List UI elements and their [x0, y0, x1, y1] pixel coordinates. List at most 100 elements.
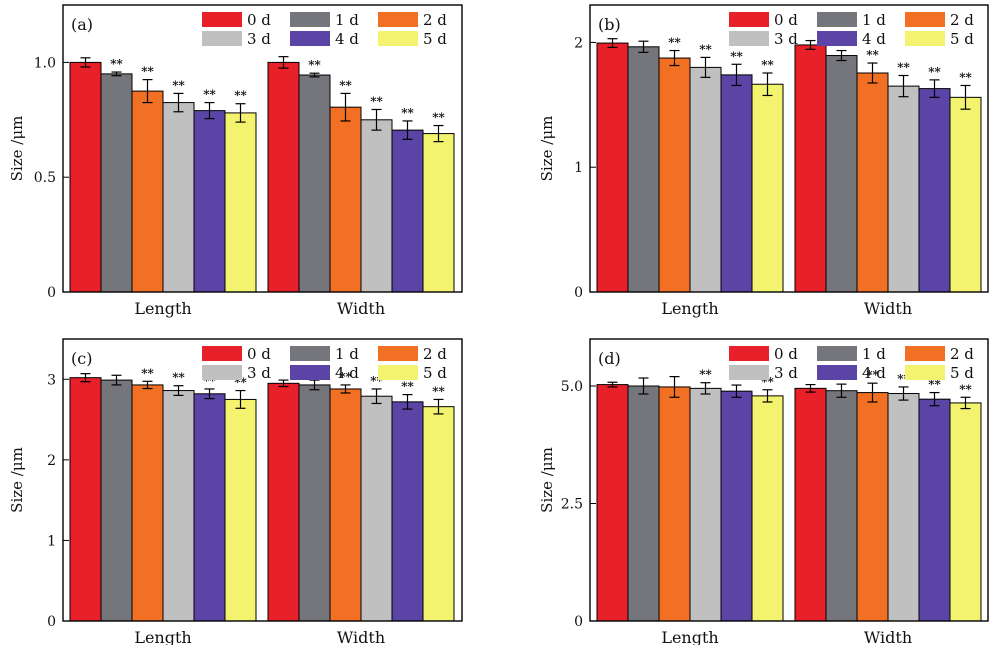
- plot-frame: [62, 4, 463, 293]
- significance-marker: **: [172, 78, 185, 92]
- legend-item-3d: 3 d: [729, 30, 798, 48]
- bar-width-3d: [360, 395, 393, 622]
- bar-length-0d: [69, 377, 102, 622]
- x-category-label-width: Width: [864, 299, 912, 318]
- significance-marker: **: [234, 89, 247, 103]
- significance-marker: **: [308, 58, 321, 72]
- legend-swatch: [290, 12, 330, 27]
- y-tick-label: 1: [574, 160, 583, 176]
- panel-label: (a): [71, 15, 93, 34]
- error-bar: [731, 63, 742, 87]
- significance-marker: **: [370, 94, 383, 108]
- x-category-label-width: Width: [337, 299, 385, 318]
- error-bar: [111, 374, 122, 386]
- legend-item-4d: 4 d: [817, 30, 886, 48]
- y-axis-title: Size /μm: [8, 116, 26, 182]
- legend-swatch: [290, 31, 330, 46]
- plot-frame: [589, 4, 989, 293]
- error-bar: [80, 373, 91, 383]
- bar-length-5d: [751, 395, 784, 622]
- y-tick-label: 2: [47, 453, 56, 469]
- error-bar: [173, 92, 184, 113]
- legend-item-0d: 0 d: [729, 345, 798, 363]
- error-bar: [700, 56, 711, 78]
- legend-label: 3 d: [774, 30, 798, 48]
- x-category-label-width: Width: [337, 628, 385, 645]
- legend-label: 4 d: [862, 30, 886, 48]
- bar-length-5d: [224, 398, 257, 622]
- bar-length-0d: [596, 42, 629, 293]
- bar-width-5d: [949, 96, 982, 293]
- legend-item-0d: 0 d: [202, 345, 271, 363]
- significance-marker: **: [699, 42, 712, 56]
- legend: 0 d 1 d 2 d 3 d 4 d 5 d: [202, 345, 447, 382]
- error-bar: [204, 388, 215, 400]
- error-bar: [235, 103, 246, 123]
- significance-marker: **: [668, 36, 681, 50]
- bar-length-3d: [162, 390, 195, 622]
- bar-width-3d: [887, 393, 920, 622]
- error-bar: [309, 72, 320, 78]
- significance-marker: **: [897, 61, 910, 75]
- legend-label: 2 d: [423, 345, 447, 363]
- error-bar: [960, 396, 971, 410]
- bar-width-1d: [298, 74, 331, 293]
- y-axis-title: Size /μm: [8, 447, 26, 513]
- error-bar: [731, 384, 742, 398]
- bar-width-2d: [856, 392, 889, 622]
- panel-label: (c): [71, 349, 92, 368]
- legend-item-1d: 1 d: [817, 345, 886, 363]
- chart-panel-1: ** ** ** ** ** ** ** ** ** ** 0 0.5 1.0 Size /μm Lengt…: [8, 4, 463, 318]
- significance-marker: **: [928, 378, 941, 392]
- legend-swatch: [729, 31, 769, 46]
- legend-label: 1 d: [862, 11, 886, 29]
- bar-width-0d: [267, 61, 300, 293]
- panel-label: (d): [598, 349, 621, 368]
- legend-label: 0 d: [774, 345, 798, 363]
- legend-swatch: [817, 365, 857, 380]
- y-axis-title: Size /μm: [538, 447, 556, 513]
- error-bar: [278, 379, 289, 388]
- y-tick-label: 2.5: [561, 497, 583, 513]
- x-category-label-length: Length: [134, 299, 191, 318]
- significance-marker: **: [928, 65, 941, 79]
- error-bar: [80, 57, 91, 68]
- legend-label: 3 d: [247, 364, 271, 382]
- bar-length-0d: [69, 61, 102, 293]
- bar-width-2d: [329, 106, 362, 293]
- bar-length-1d: [100, 379, 133, 622]
- error-bar: [805, 383, 816, 393]
- y-tick-label: 0: [47, 285, 56, 301]
- bar-length-1d: [100, 73, 133, 293]
- bar-length-3d: [689, 66, 722, 293]
- y-tick-label: 3: [47, 372, 56, 388]
- error-bar: [836, 49, 847, 62]
- plot-frame: [62, 338, 463, 622]
- legend-label: 1 d: [862, 345, 886, 363]
- significance-marker: **: [761, 58, 774, 72]
- legend-swatch: [729, 365, 769, 380]
- legend-swatch: [905, 12, 945, 27]
- bar-width-3d: [360, 119, 393, 293]
- error-bar: [762, 389, 773, 403]
- x-category-label-length: Length: [134, 628, 191, 645]
- error-bar: [867, 382, 878, 403]
- legend-swatch: [817, 346, 857, 361]
- error-bar: [700, 382, 711, 395]
- legend-label: 5 d: [950, 364, 974, 382]
- legend-swatch: [202, 346, 242, 361]
- bar-width-1d: [825, 55, 858, 293]
- significance-marker: **: [172, 371, 185, 385]
- y-tick-label: 0: [574, 285, 583, 301]
- legend-item-3d: 3 d: [202, 364, 271, 382]
- legend-item-5d: 5 d: [905, 30, 974, 48]
- bar-width-0d: [794, 387, 827, 622]
- error-bar: [111, 71, 122, 77]
- error-bar: [898, 386, 909, 401]
- bar-length-2d: [131, 384, 164, 622]
- significance-marker: **: [203, 88, 216, 102]
- legend: 0 d 1 d 2 d 3 d 4 d 5 d: [729, 11, 974, 48]
- bar-length-3d: [162, 102, 195, 293]
- significance-marker: **: [339, 370, 352, 384]
- x-category-label-length: Length: [661, 299, 718, 318]
